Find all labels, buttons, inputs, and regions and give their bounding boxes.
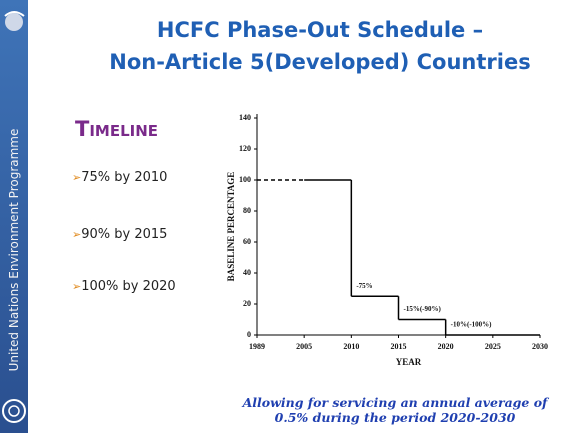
annotation: -75% (356, 282, 372, 290)
note: Allowing for servicing an annual average… (242, 395, 548, 410)
sidebar: United Nations Environment Programme (0, 0, 28, 433)
logo (4, 11, 25, 31)
title: Non-Article 5(Developed) Countries (109, 50, 531, 74)
y-tick-label: 120 (239, 144, 251, 153)
title: HCFC Phase-Out Schedule – (156, 18, 484, 42)
y-tick-label: 20 (243, 299, 251, 308)
x-axis-label: YEAR (396, 357, 422, 367)
bullet: 100% by 2020 (72, 279, 175, 294)
annotation: -15%(-90%) (404, 305, 442, 313)
x-tick-label: 2015 (391, 342, 407, 351)
y-tick-label: 40 (243, 268, 251, 277)
y-tick-label: 140 (239, 113, 251, 122)
y-tick-label: 100 (239, 175, 251, 184)
x-tick-label: 2025 (485, 342, 501, 351)
annotation: -10%(-100%) (451, 321, 492, 329)
y-tick-label: 0 (247, 330, 251, 339)
bullet: 75% by 2010 (72, 170, 167, 185)
note: 0.5% during the period 2020-2030 (274, 410, 516, 425)
x-tick-label: 1989 (249, 342, 265, 351)
x-tick-label: 2020 (438, 342, 454, 351)
y-axis-label: BASELINE PERCENTAGE (226, 172, 236, 282)
x-tick-label: 2010 (343, 342, 359, 351)
bullet: 90% by 2015 (72, 227, 167, 242)
x-tick-label: 2005 (296, 342, 312, 351)
x-tick-label: 2030 (532, 342, 548, 351)
y-tick-label: 60 (243, 237, 251, 246)
y-tick-label: 80 (243, 206, 251, 215)
timeline-heading: Timeline (75, 117, 159, 141)
un-logo (2, 399, 26, 423)
